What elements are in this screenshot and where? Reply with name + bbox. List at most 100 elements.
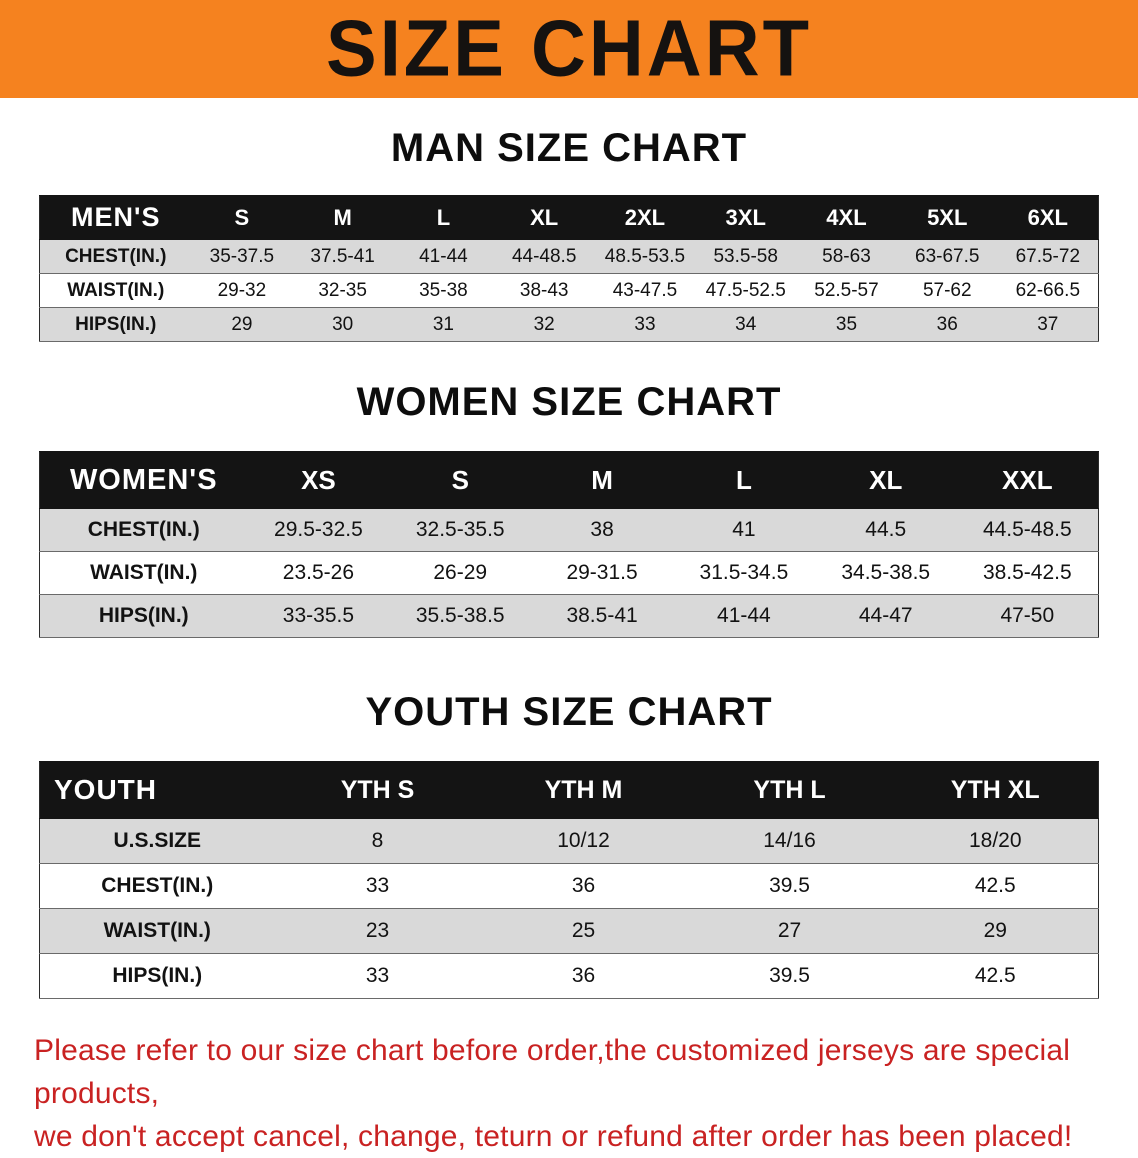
size-value: 29.5-32.5 [247,508,390,552]
men-size-section: MAN SIZE CHART MEN'S S M L XL 2XL 3XL 4XL 5XL 6XL… [0,126,1138,342]
size-value: 62-66.5 [997,273,1099,308]
size-value: 42.5 [892,953,1099,999]
size-value: 29 [191,307,293,342]
size-value: 32.5-35.5 [389,508,532,552]
footer-note-line-2: we don't accept cancel, change, teturn o… [34,1120,1073,1153]
size-value: 37 [997,307,1099,342]
size-value: 44-48.5 [493,239,595,274]
size-column-header: 5XL [896,195,998,240]
row-label: HIPS(IN.) [39,307,192,342]
table-row: CHEST(IN.) 29.5-32.5 32.5-35.5 38 41 44.5 44.5… [39,508,1099,552]
size-value: 14/16 [686,818,893,864]
women-size-table: WOMEN'S XS S M L XL XXL CHEST(IN.) 29.5-32.5 32.5… [39,451,1099,638]
size-value: 52.5-57 [796,273,897,308]
size-column-header: S [191,195,293,240]
row-label: CHEST(IN.) [39,508,248,552]
table-row: CHEST(IN.) 35-37.5 37.5-41 41-44 44-48.5 48.5… [39,239,1099,274]
size-value: 34.5-38.5 [814,551,957,595]
size-value: 33-35.5 [247,594,390,638]
size-column-header: YTH L [686,761,893,819]
size-value: 36 [480,863,687,909]
size-value: 29-31.5 [531,551,673,595]
size-value: 48.5-53.5 [594,239,696,274]
row-label: WAIST(IN.) [39,908,275,954]
row-label: HIPS(IN.) [39,953,275,999]
size-value: 29 [892,908,1099,954]
table-title-cell: WOMEN'S [39,451,248,509]
women-size-section: WOMEN SIZE CHART WOMEN'S XS S M L XL XXL CHEST(… [0,380,1138,638]
size-column-header: 3XL [695,195,797,240]
size-value: 41 [672,508,815,552]
size-value: 42.5 [892,863,1099,909]
size-value: 63-67.5 [896,239,998,274]
size-value: 44-47 [814,594,957,638]
size-value: 23.5-26 [247,551,390,595]
table-title-cell: MEN'S [39,195,192,240]
size-value: 35.5-38.5 [389,594,532,638]
size-value: 58-63 [796,239,897,274]
size-value: 36 [896,307,998,342]
table-row: HIPS(IN.) 29 30 31 32 33 34 35 36 37 [39,307,1099,342]
table-row: CHEST(IN.) 33 36 39.5 42.5 [39,863,1099,909]
size-value: 26-29 [389,551,532,595]
row-label: CHEST(IN.) [39,863,275,909]
size-column-header: YTH XL [892,761,1099,819]
table-row: WAIST(IN.) 23.5-26 26-29 29-31.5 31.5-34.5 34… [39,551,1099,595]
size-value: 35 [796,307,897,342]
size-value: 47.5-52.5 [695,273,797,308]
size-value: 38.5-41 [531,594,673,638]
size-value: 47-50 [956,594,1099,638]
size-value: 18/20 [892,818,1099,864]
row-label: CHEST(IN.) [39,239,192,274]
size-value: 43-47.5 [594,273,696,308]
size-column-header: YTH M [480,761,687,819]
size-value: 32-35 [292,273,394,308]
size-value: 30 [292,307,394,342]
size-value: 38 [531,508,673,552]
size-value: 41-44 [393,239,494,274]
size-value: 39.5 [686,953,893,999]
row-label: WAIST(IN.) [39,273,192,308]
size-column-header: L [672,451,815,509]
size-column-header: M [292,195,394,240]
size-value: 10/12 [480,818,687,864]
size-value: 33 [594,307,696,342]
table-header-row: YOUTH YTH S YTH M YTH L YTH XL [39,761,1099,819]
youth-size-section: YOUTH SIZE CHART YOUTH YTH S YTH M YTH L YTH… [0,690,1138,999]
size-value: 29-32 [191,273,293,308]
size-value: 25 [480,908,687,954]
size-column-header: XS [247,451,390,509]
size-value: 41-44 [672,594,815,638]
size-value: 44.5 [814,508,957,552]
footer-note-line-1: Please refer to our size chart before or… [34,1034,1071,1110]
size-value: 31 [393,307,494,342]
size-value: 44.5-48.5 [956,508,1099,552]
size-column-header: M [531,451,673,509]
size-value: 38.5-42.5 [956,551,1099,595]
size-value: 53.5-58 [695,239,797,274]
size-value: 38-43 [493,273,595,308]
size-value: 32 [493,307,595,342]
row-label: HIPS(IN.) [39,594,248,638]
page-title: SIZE CHART [326,3,812,94]
banner: SIZE CHART [0,0,1138,98]
table-header-row: MEN'S S M L XL 2XL 3XL 4XL 5XL 6XL [39,195,1099,240]
size-value: 27 [686,908,893,954]
size-column-header: 2XL [594,195,696,240]
size-column-header: 6XL [997,195,1099,240]
youth-section-heading: YOUTH SIZE CHART [365,690,773,734]
size-column-header: 4XL [796,195,897,240]
size-column-header: XL [814,451,957,509]
youth-size-table: YOUTH YTH S YTH M YTH L YTH XL U.S.SIZE 8 10/12… [39,761,1099,999]
table-row: WAIST(IN.) 23 25 27 29 [39,908,1099,954]
size-column-header: S [389,451,532,509]
size-value: 39.5 [686,863,893,909]
size-value: 33 [274,863,481,909]
size-value: 34 [695,307,797,342]
row-label: U.S.SIZE [39,818,275,864]
size-value: 37.5-41 [292,239,394,274]
size-column-header: L [393,195,494,240]
size-column-header: XXL [956,451,1099,509]
size-value: 23 [274,908,481,954]
